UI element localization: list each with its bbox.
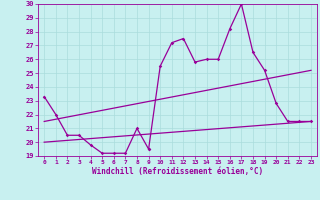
X-axis label: Windchill (Refroidissement éolien,°C): Windchill (Refroidissement éolien,°C)	[92, 167, 263, 176]
